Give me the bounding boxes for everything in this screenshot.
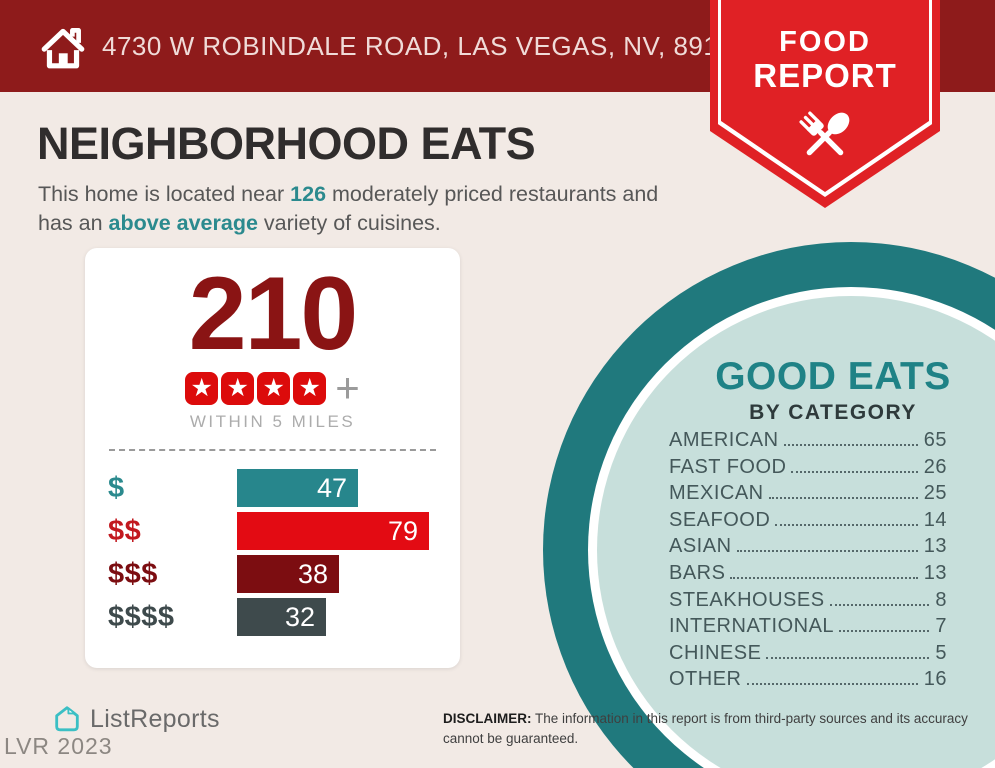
category-label: BARS xyxy=(669,561,726,584)
list-item: SEAFOOD 14 xyxy=(669,509,947,536)
subtitle-text: variety of cuisines. xyxy=(257,210,441,235)
list-item: INTERNATIONAL 7 xyxy=(669,615,947,642)
bar: 32 xyxy=(237,598,326,636)
ribbon-report-label: REPORT xyxy=(753,57,897,94)
bar: 79 xyxy=(237,512,429,550)
property-address: 4730 W ROBINDALE ROAD, LAS VEGAS, NV, 89… xyxy=(102,30,749,61)
list-item: AMERICAN 65 xyxy=(669,429,947,456)
disclaimer-text: The information in this report is from t… xyxy=(443,711,968,747)
plus-icon: + xyxy=(335,364,360,411)
ribbon-content: FOOD REPORT xyxy=(710,0,940,208)
disclaimer: DISCLAIMER: The information in this repo… xyxy=(443,709,978,750)
dotted-leader xyxy=(839,630,930,633)
page-subtitle: This home is located near 126 moderately… xyxy=(38,180,693,237)
star-icon: ★ xyxy=(185,371,219,405)
total-restaurants-count: 210 xyxy=(188,256,359,372)
good-eats-title: GOOD EATS xyxy=(715,355,951,398)
watermark: LVR 2023 xyxy=(4,733,113,759)
category-value: 7 xyxy=(935,615,947,638)
star-icon: ★ xyxy=(221,371,255,405)
category-label: MEXICAN xyxy=(669,482,764,505)
category-label: FAST FOOD xyxy=(669,455,787,478)
subtitle-text: This home is located near xyxy=(38,182,291,206)
dotted-leader xyxy=(768,497,918,500)
price-tier-label: $$$$ xyxy=(108,600,175,633)
listreports-wordmark: ListReports xyxy=(90,704,220,733)
good-eats-subtitle: BY CATEGORY xyxy=(749,401,917,424)
bar: 47 xyxy=(237,469,358,507)
category-label: SEAFOOD xyxy=(669,508,771,531)
dotted-leader xyxy=(783,444,918,446)
disclaimer-label: DISCLAIMER: xyxy=(443,711,532,726)
list-item: CHINESE 5 xyxy=(669,642,947,669)
category-label: AMERICAN xyxy=(669,429,779,451)
star-glyph: ★ xyxy=(190,373,213,402)
bar-value: 79 xyxy=(387,515,418,546)
restaurant-count: 126 xyxy=(290,182,327,206)
variety-highlight: above average xyxy=(108,210,258,235)
list-item: OTHER 16 xyxy=(669,668,947,695)
listreports-icon xyxy=(55,706,79,732)
bar-row: $ 47 xyxy=(85,469,460,507)
star-icon: ★ xyxy=(293,371,327,405)
bar-row: $$ 79 xyxy=(85,512,460,550)
home-icon xyxy=(41,28,85,69)
category-list: AMERICAN 65 FAST FOOD 26 MEXICAN 25 SEAFOOD… xyxy=(669,429,947,695)
category-label: STEAKHOUSES xyxy=(669,588,825,611)
category-value: 65 xyxy=(923,429,947,451)
dotted-leader xyxy=(736,550,918,553)
dotted-leader xyxy=(829,603,930,606)
bar-value: 38 xyxy=(297,558,328,589)
good-eats-header: GOOD EATS BY CATEGORY xyxy=(655,355,995,425)
category-value: 14 xyxy=(923,508,947,531)
star-rating: ★ ★ ★ ★ + xyxy=(85,364,460,411)
category-label: INTERNATIONAL xyxy=(669,615,835,638)
bar: 38 xyxy=(237,555,339,593)
bar-value: 32 xyxy=(284,601,315,632)
category-value: 5 xyxy=(935,641,947,664)
category-label: CHINESE xyxy=(669,641,762,664)
bar-row: $$$$ 32 xyxy=(85,598,460,636)
food-report-ribbon: FOOD REPORT xyxy=(710,0,940,208)
bar-value: 47 xyxy=(316,472,347,503)
star-glyph: ★ xyxy=(298,373,321,402)
dotted-leader xyxy=(791,470,918,473)
price-tier-label: $$$ xyxy=(108,557,158,590)
subtitle-text: moderately priced restaurants and has an xyxy=(38,182,659,235)
dotted-leader xyxy=(766,656,930,659)
price-tier-label: $ xyxy=(108,471,125,504)
category-value: 16 xyxy=(923,668,947,691)
list-item: MEXICAN 25 xyxy=(669,482,947,509)
list-item: STEAKHOUSES 8 xyxy=(669,589,947,616)
dotted-leader xyxy=(746,683,918,686)
category-value: 13 xyxy=(923,561,947,584)
category-label: ASIAN xyxy=(669,535,732,558)
star-icon: ★ xyxy=(257,371,291,405)
category-value: 25 xyxy=(923,482,947,505)
list-item: BARS 13 xyxy=(669,562,947,589)
price-bar-chart: $ 47 $$ 79 $$$ 38 $$$$ 32 xyxy=(85,469,460,636)
category-value: 13 xyxy=(923,535,947,558)
list-item: FAST FOOD 26 xyxy=(669,456,947,483)
radius-caption: WITHIN 5 MILES xyxy=(189,412,356,431)
dotted-leader xyxy=(730,576,918,579)
price-tier-label: $$ xyxy=(108,514,142,547)
category-label: OTHER xyxy=(669,668,742,691)
category-value: 26 xyxy=(923,455,947,478)
page-title: NEIGHBORHOOD EATS xyxy=(37,118,536,169)
dotted-leader xyxy=(775,523,918,526)
listreports-logo: ListReports xyxy=(52,704,220,734)
dashed-divider xyxy=(109,449,436,451)
crossed-utensils-icon xyxy=(799,111,850,156)
star-glyph: ★ xyxy=(226,373,249,402)
star-glyph: ★ xyxy=(262,373,285,402)
restaurant-summary-card: 210 ★ ★ ★ ★ + WITHIN 5 MILES $ 47 $$ 79 … xyxy=(85,248,460,668)
bar-row: $$$ 38 xyxy=(85,555,460,593)
category-value: 8 xyxy=(935,588,947,611)
list-item: ASIAN 13 xyxy=(669,535,947,562)
ribbon-food-label: FOOD xyxy=(779,26,871,58)
